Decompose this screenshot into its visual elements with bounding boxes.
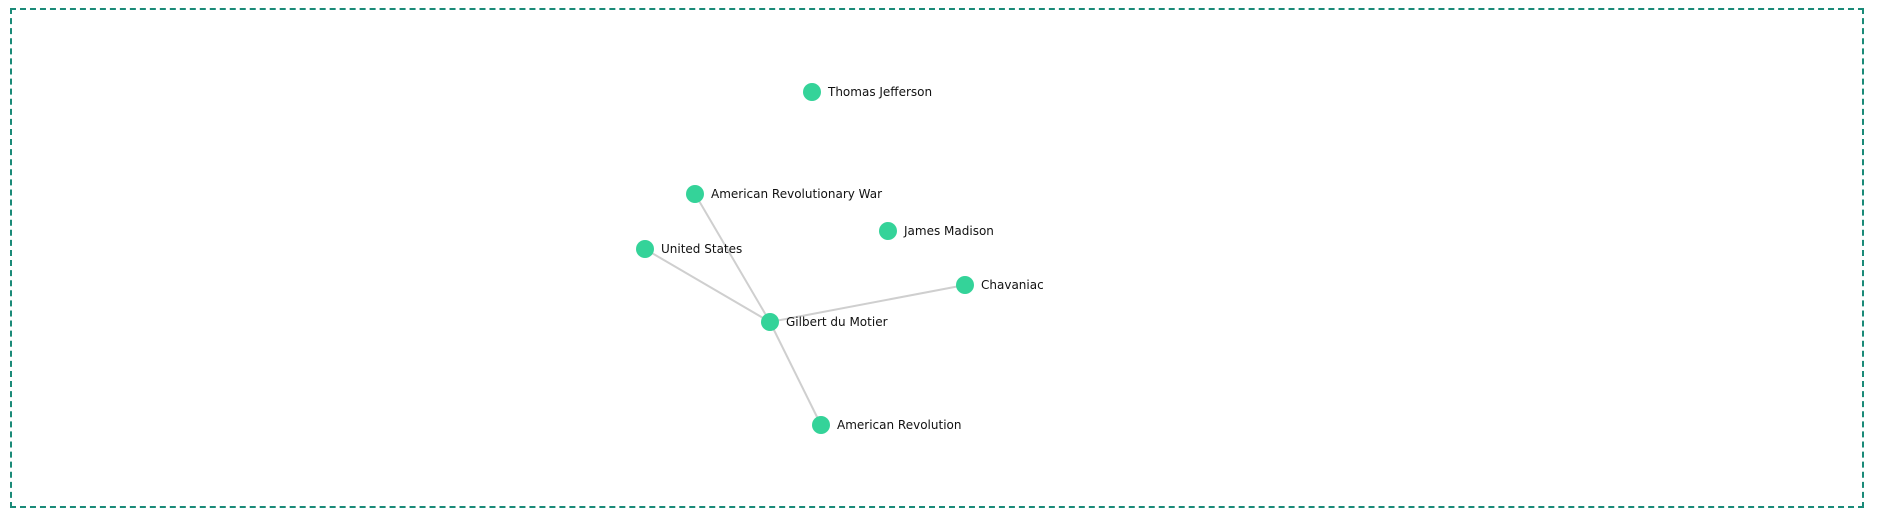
edge-gilbert-du-motier-american-revolutionary-war [694, 193, 771, 323]
node-label: Thomas Jefferson [827, 85, 932, 99]
node-circle[interactable] [879, 222, 897, 240]
node-thomas-jefferson[interactable]: Thomas Jefferson [803, 83, 932, 101]
node-label: American Revolutionary War [711, 187, 882, 201]
node-united-states[interactable]: United States [636, 240, 742, 258]
node-circle[interactable] [803, 83, 821, 101]
node-gilbert-du-motier[interactable]: Gilbert du Motier [761, 313, 888, 331]
edge-gilbert-du-motier-american-revolution [769, 321, 822, 426]
graph-frame [10, 8, 1864, 508]
edge-gilbert-du-motier-chavaniac [769, 284, 966, 323]
node-james-madison[interactable]: James Madison [879, 222, 994, 240]
node-circle[interactable] [956, 276, 974, 294]
node-american-revolutionary-war[interactable]: American Revolutionary War [686, 185, 882, 203]
edges-layer [644, 193, 966, 426]
node-circle[interactable] [761, 313, 779, 331]
node-american-revolution[interactable]: American Revolution [812, 416, 961, 434]
edge-gilbert-du-motier-united-states [644, 248, 771, 323]
node-circle[interactable] [812, 416, 830, 434]
node-circle[interactable] [636, 240, 654, 258]
node-label: United States [661, 242, 742, 256]
node-circle[interactable] [686, 185, 704, 203]
node-label: American Revolution [837, 418, 961, 432]
node-label: James Madison [903, 224, 994, 238]
node-label: Chavaniac [981, 278, 1044, 292]
node-label: Gilbert du Motier [786, 315, 888, 329]
nodes-layer: Thomas Jefferson American Revolutionary W… [636, 83, 1044, 434]
node-chavaniac[interactable]: Chavaniac [956, 276, 1044, 294]
